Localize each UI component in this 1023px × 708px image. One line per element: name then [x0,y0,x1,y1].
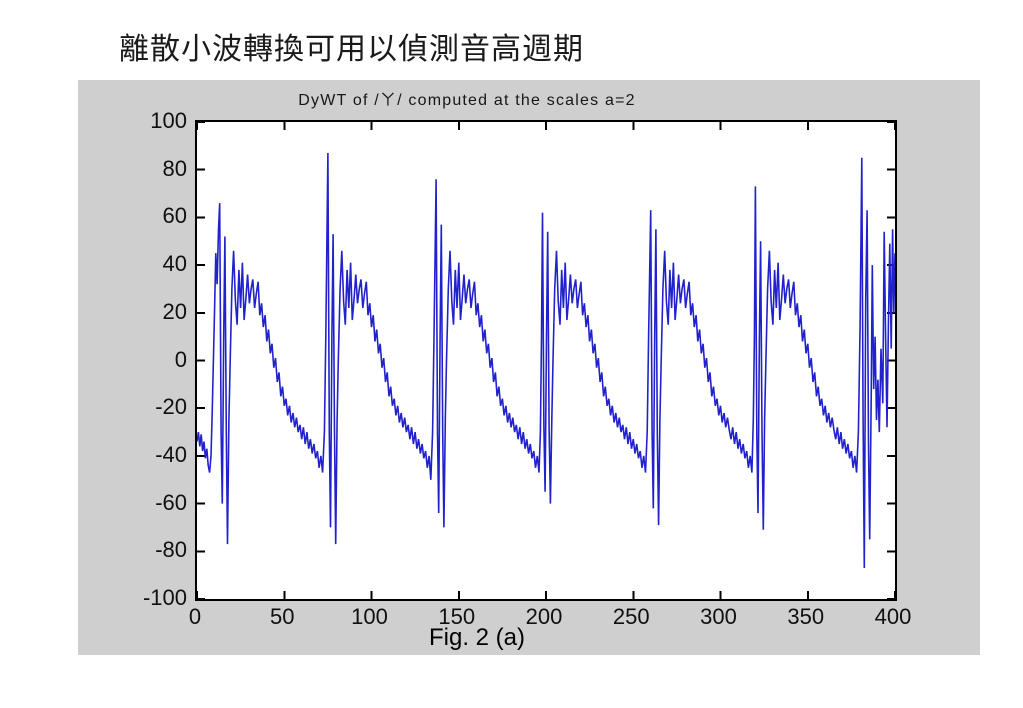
x-tick-label: 350 [787,604,825,629]
x-tick-label: 0 [188,604,202,629]
x-tick-label: 400 [874,604,912,629]
y-tick-label: -100 [142,585,187,610]
x-tick-label: 150 [438,604,476,629]
figure-panel: DyWT of /ㄚ/ computed at the scales a=2 -… [78,80,980,655]
y-tick-label: -60 [155,489,187,515]
y-tick-label: -20 [155,394,187,420]
y-tick-label: 0 [174,346,187,372]
x-tick-label: 200 [525,604,563,629]
y-tick-label: 60 [162,203,187,229]
x-tick-label: 100 [351,604,388,629]
y-tick-label: 100 [150,108,187,133]
y-tick-label: 20 [162,298,187,324]
x-tick-label: 50 [270,604,295,629]
x-tick-label: 300 [700,604,737,629]
y-tick-label: -40 [155,441,187,467]
y-tick-label: -80 [155,537,187,563]
signal-waveform [197,152,895,569]
plot-axes [195,120,897,601]
y-tick-label: 40 [162,251,187,277]
slide-heading: 離散小波轉換可用以偵測音高週期 [119,33,584,66]
x-tick-label: 250 [612,604,650,629]
waveform-plot [197,122,895,599]
figure-caption: Fig. 2 (a) [428,624,526,651]
y-tick-label: 80 [162,155,187,181]
plot-title: DyWT of /ㄚ/ computed at the scales a=2 [298,92,636,109]
